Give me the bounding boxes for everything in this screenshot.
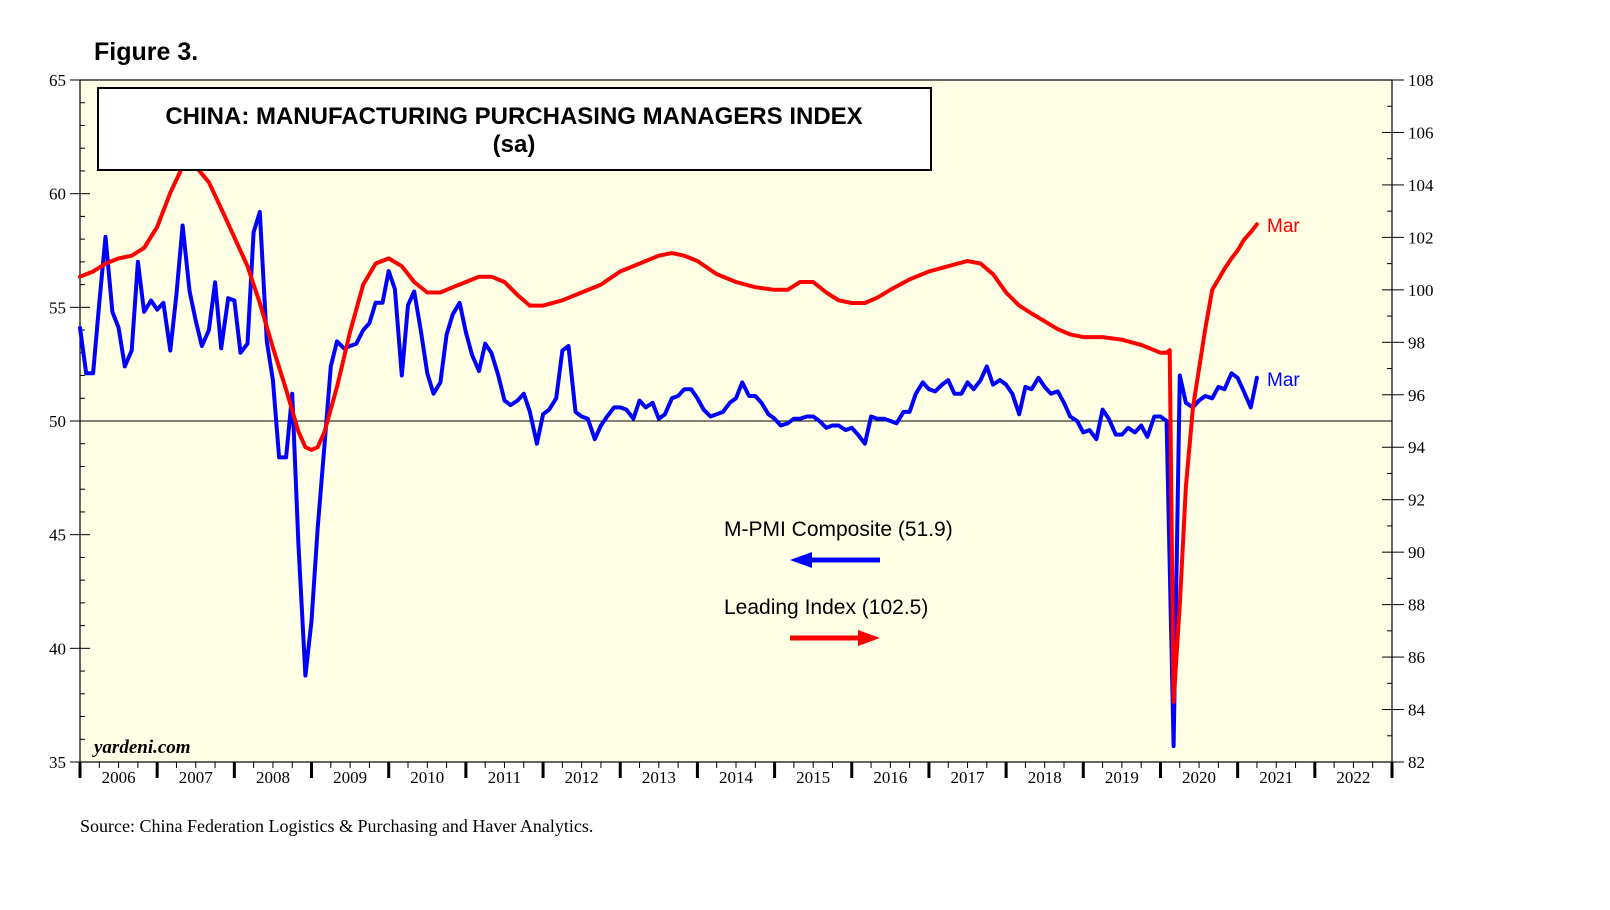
right-tick-label: 98 xyxy=(1408,333,1425,352)
legend: M-PMI Composite (51.9) Leading Index (10… xyxy=(724,518,953,646)
x-tick-label-2018: 2018 xyxy=(1028,768,1062,787)
right-tick-label: 86 xyxy=(1408,648,1425,667)
right-tick-label: 104 xyxy=(1408,176,1434,195)
right-tick-label: 90 xyxy=(1408,543,1425,562)
title-box: CHINA: MANUFACTURING PURCHASING MANAGERS… xyxy=(97,87,932,171)
right-tick-label: 96 xyxy=(1408,386,1425,405)
right-tick-label: 84 xyxy=(1408,701,1426,720)
right-tick-label: 92 xyxy=(1408,491,1425,510)
x-tick-label-2011: 2011 xyxy=(488,768,521,787)
watermark: yardeni.com xyxy=(92,737,191,758)
left-tick-label: 55 xyxy=(49,298,66,317)
left-tick-label: 35 xyxy=(49,753,66,772)
x-tick-label-2022: 2022 xyxy=(1336,768,1370,787)
legend-pmi-label: M-PMI Composite (51.9) xyxy=(724,518,953,541)
source-note: Source: China Federation Logistics & Pur… xyxy=(80,816,594,836)
figure-label: Figure 3. xyxy=(94,38,199,66)
right-tick-label: 102 xyxy=(1408,228,1434,247)
right-tick-label: 82 xyxy=(1408,753,1425,772)
leading-end-label: Mar xyxy=(1267,216,1300,237)
left-tick-label: 40 xyxy=(49,639,66,658)
x-tick-label-2009: 2009 xyxy=(333,768,367,787)
x-tick-label-2006: 2006 xyxy=(102,768,136,787)
pmi-end-label: Mar xyxy=(1267,370,1300,391)
right-tick-label: 108 xyxy=(1408,71,1434,90)
legend-pmi-arrow xyxy=(790,552,880,568)
left-tick-label: 65 xyxy=(49,71,66,90)
right-tick-label: 106 xyxy=(1408,123,1434,142)
x-tick-label-2012: 2012 xyxy=(565,768,599,787)
right-tick-label: 88 xyxy=(1408,596,1425,615)
x-tick-label-2021: 2021 xyxy=(1259,768,1293,787)
x-tick-label-2013: 2013 xyxy=(642,768,676,787)
left-tick-label: 45 xyxy=(49,526,66,545)
chart-subtitle: (sa) xyxy=(493,131,536,158)
pmi-series-line xyxy=(78,209,1259,749)
x-tick-label-2014: 2014 xyxy=(719,768,754,787)
x-tick-label-2019: 2019 xyxy=(1105,768,1139,787)
leading-series-line xyxy=(78,161,1259,704)
x-tick-label-2016: 2016 xyxy=(873,768,907,787)
x-tick-label-2017: 2017 xyxy=(951,768,986,787)
x-tick-label-2015: 2015 xyxy=(796,768,830,787)
right-tick-label: 100 xyxy=(1408,281,1434,300)
x-tick-label-2020: 2020 xyxy=(1182,768,1216,787)
left-tick-label: 50 xyxy=(49,412,66,431)
right-tick-label: 94 xyxy=(1408,438,1426,457)
chart-title: CHINA: MANUFACTURING PURCHASING MANAGERS… xyxy=(165,103,862,130)
left-tick-label: 60 xyxy=(49,185,66,204)
x-tick-label-2008: 2008 xyxy=(256,768,290,787)
legend-leading-arrow xyxy=(790,630,880,646)
legend-leading-label: Leading Index (102.5) xyxy=(724,596,928,619)
x-tick-label-2007: 2007 xyxy=(179,768,214,787)
x-tick-label-2010: 2010 xyxy=(410,768,444,787)
